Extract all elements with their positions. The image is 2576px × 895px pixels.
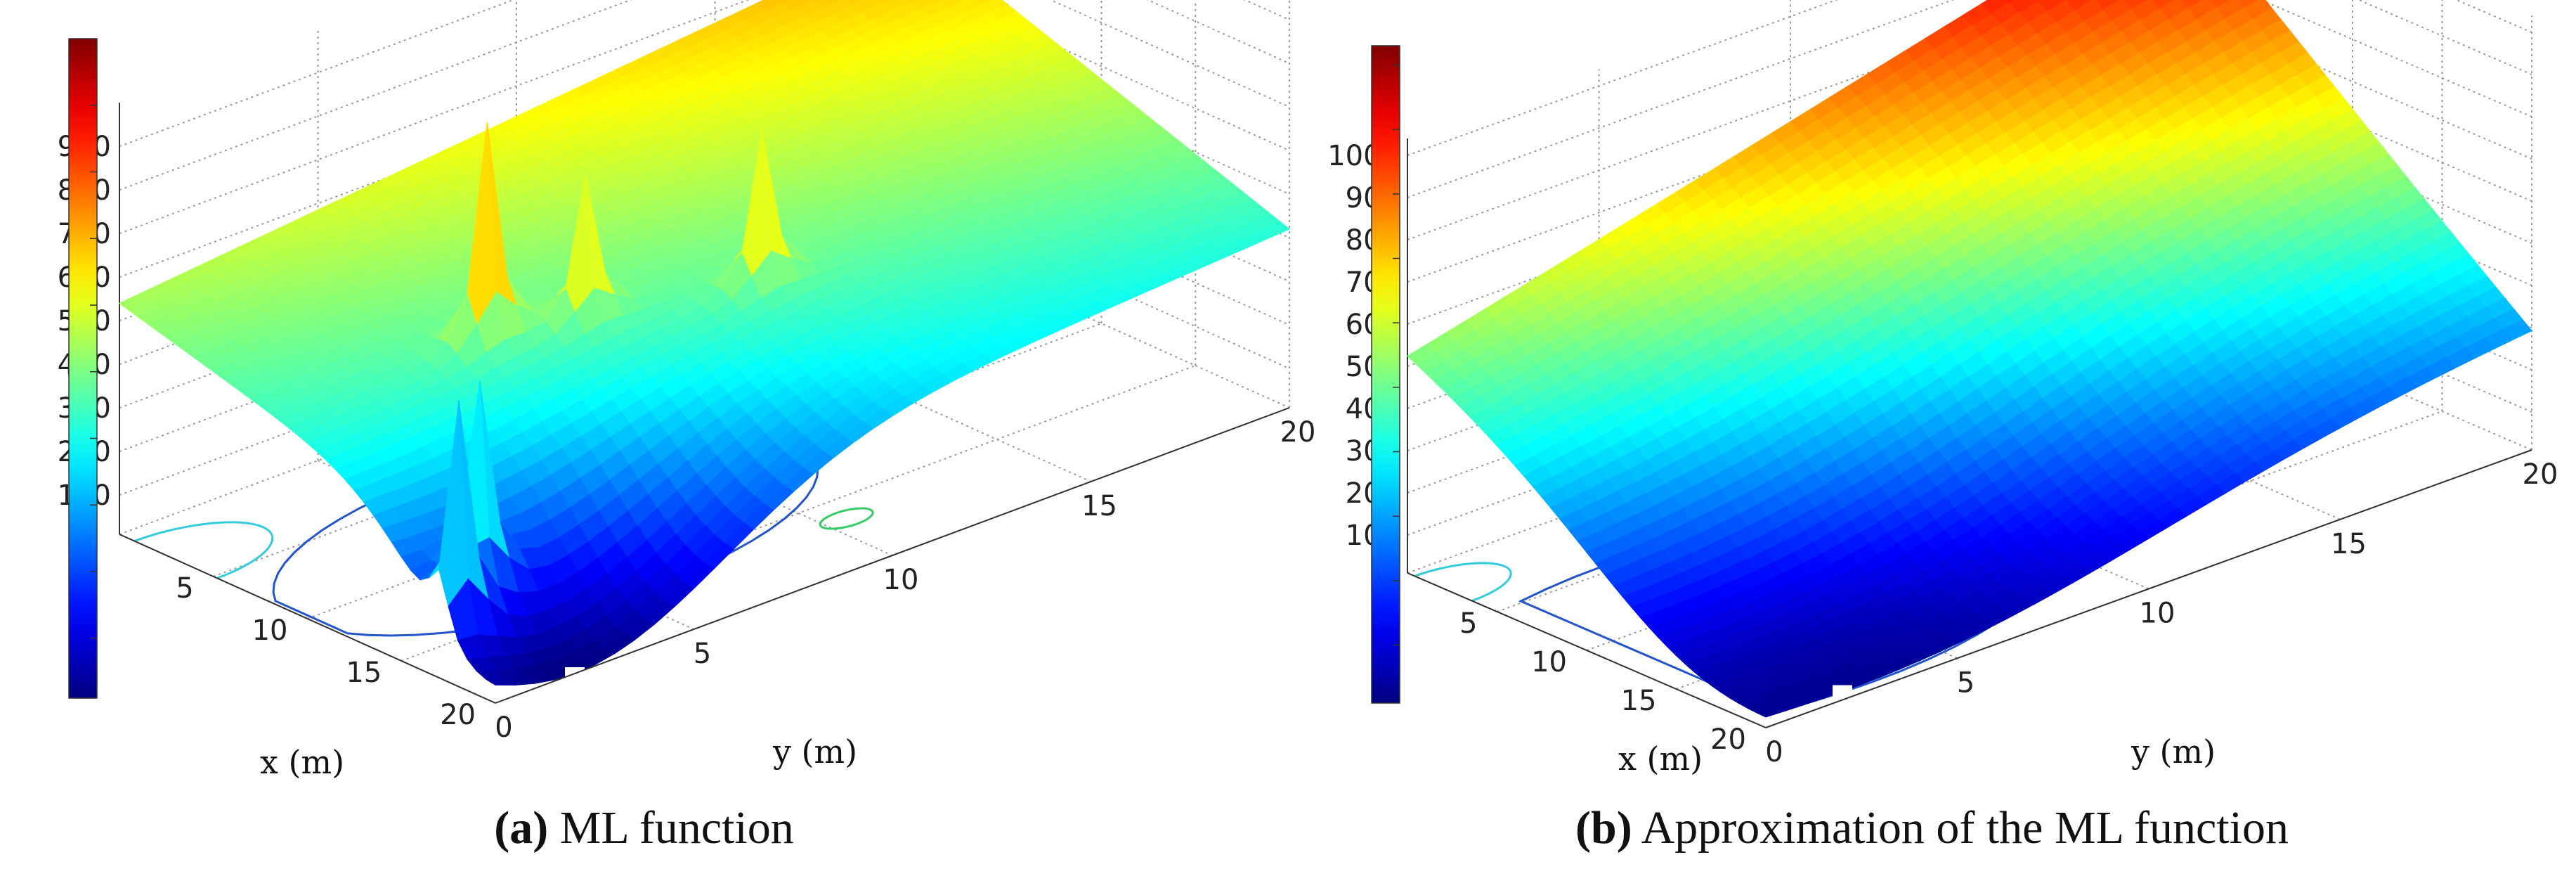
surface-plot-b: 5101520051015201002003004005006007008009… xyxy=(1327,0,2558,778)
x-tick-label: 15 xyxy=(346,657,382,689)
x-tick-label: 5 xyxy=(1459,607,1477,640)
minimum-marker xyxy=(1833,685,1852,698)
grid-line xyxy=(1407,295,2174,574)
caption-a-title: ML function xyxy=(559,802,794,854)
caption-b-label: (b) xyxy=(1575,802,1632,854)
colorbar-gradient xyxy=(1371,45,1400,704)
y-tick-label: 0 xyxy=(495,712,512,744)
surface xyxy=(1407,0,2532,718)
colorbar xyxy=(1371,45,1400,704)
x-axis-label: x (m) xyxy=(1618,740,1703,778)
colorbar-gradient xyxy=(68,38,98,699)
x-tick-label: 10 xyxy=(1531,646,1567,678)
y-axis xyxy=(1765,449,2532,728)
x-tick-label: 10 xyxy=(252,614,288,647)
y-axis-label: y (m) xyxy=(2131,733,2216,771)
surface-cell xyxy=(484,678,517,685)
y-tick-label: 20 xyxy=(2523,458,2558,491)
y-tick-label: 10 xyxy=(2140,598,2175,630)
contour-line xyxy=(134,521,274,579)
x-tick-label: 5 xyxy=(176,572,193,605)
x-tick-label: 20 xyxy=(440,699,476,731)
grid-line xyxy=(119,0,1290,148)
y-axis xyxy=(495,407,1290,704)
y-tick-label: 5 xyxy=(1957,667,1975,699)
contour-line xyxy=(1414,562,1512,603)
y-tick-label: 5 xyxy=(694,638,711,670)
caption-b: (b) Approximation of the ML function xyxy=(1288,801,2576,855)
x-tick-label: 20 xyxy=(1710,723,1746,756)
chart-panel-b: 5101520051015201002003004005006007008009… xyxy=(1288,0,2576,895)
caption-a-label: (a) xyxy=(494,802,549,854)
x-axis xyxy=(119,534,496,704)
x-axis xyxy=(1407,572,1767,728)
surface-plot-a: 5101520051015201002003004005006007008009… xyxy=(58,0,1315,781)
surface xyxy=(118,0,1291,685)
x-axis-label: x (m) xyxy=(260,743,344,781)
caption-a: (a) ML function xyxy=(0,801,1288,855)
grid-line xyxy=(1407,3,2532,283)
x-tick-label: 15 xyxy=(1621,685,1657,717)
grid-line xyxy=(119,0,1290,191)
y-tick-label: 15 xyxy=(1081,490,1117,522)
chart-panel-a: 5101520051015201002003004005006007008009… xyxy=(0,0,1315,855)
grid-line xyxy=(119,0,1290,235)
y-axis-label: y (m) xyxy=(772,733,857,771)
surface-cell xyxy=(1755,706,1786,718)
y-tick-label: 10 xyxy=(883,564,919,596)
y-tick-label: 0 xyxy=(1765,736,1783,768)
contour-line xyxy=(819,507,874,530)
colorbar xyxy=(68,38,98,699)
y-tick-label: 20 xyxy=(1280,416,1316,449)
y-tick-label: 15 xyxy=(2331,528,2367,560)
grid-line xyxy=(1407,0,2532,198)
grid-line xyxy=(1407,0,2532,240)
caption-b-title: Approximation of the ML function xyxy=(1641,802,2289,854)
grid-line xyxy=(1407,0,2532,156)
